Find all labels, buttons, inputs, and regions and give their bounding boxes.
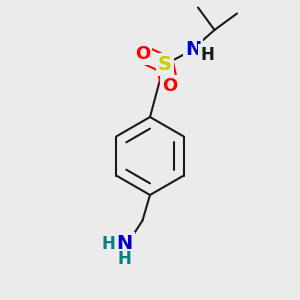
Text: H: H <box>118 250 131 268</box>
Text: N: N <box>185 40 201 59</box>
Text: O: O <box>162 76 177 94</box>
Text: H: H <box>200 46 214 64</box>
Text: O: O <box>135 45 150 63</box>
Text: N: N <box>116 234 133 254</box>
Text: S: S <box>158 55 172 74</box>
Text: H: H <box>101 235 115 253</box>
